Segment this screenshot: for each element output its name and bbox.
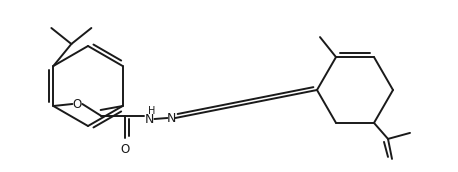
Text: N: N — [167, 111, 176, 125]
Text: O: O — [121, 143, 130, 156]
Text: H: H — [147, 106, 155, 116]
Text: N: N — [145, 112, 154, 126]
Text: O: O — [73, 98, 82, 110]
